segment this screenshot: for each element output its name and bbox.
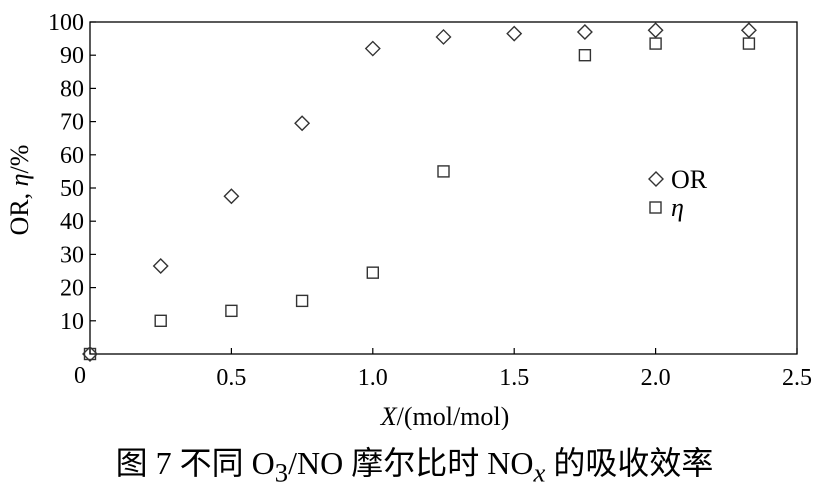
eta-data-point — [578, 49, 592, 62]
caption-subscript-3: 3 — [274, 457, 289, 488]
figure-caption: 图 7 不同 O3/NO 摩尔比时 NOx 的吸收效率 — [0, 438, 829, 488]
or-data-point — [506, 25, 523, 42]
y-tick-label: 20 — [60, 276, 84, 302]
eta-data-point — [295, 294, 309, 308]
x-tick-label: 0.5 — [216, 365, 246, 391]
x-axis-title: X/(mol/mol) — [380, 402, 510, 430]
legend: OR η — [648, 165, 708, 222]
caption-suffix: 的吸收效率 — [545, 445, 714, 481]
y-axis-title: OR, η/% — [5, 145, 34, 236]
legend-square-marker — [649, 201, 662, 214]
eta-data-point — [366, 266, 379, 279]
y-tick-label: 90 — [60, 43, 84, 69]
y-axis-title-variable: η — [5, 173, 34, 186]
eta-data-point — [154, 314, 167, 327]
y-axis-title-prefix: OR, — [5, 186, 34, 235]
x-axis-title-variable: X — [380, 402, 398, 430]
or-data-point — [223, 188, 240, 205]
or-data-point — [82, 346, 98, 362]
x-tick-label: 2.5 — [782, 365, 812, 391]
y-tick-label: 10 — [60, 309, 84, 335]
x-tick-label: 2.0 — [641, 365, 671, 391]
x-tick-label: 1.5 — [499, 365, 529, 391]
or-data-point — [152, 258, 169, 275]
eta-data-point — [437, 165, 450, 178]
caption-middle: /NO 摩尔比时 NO — [288, 445, 534, 481]
y-tick-label: 30 — [60, 242, 84, 268]
or-data-point — [294, 115, 311, 132]
eta-data-point — [83, 347, 97, 361]
y-tick-label: 60 — [60, 143, 84, 169]
y-tick-label: 80 — [60, 76, 84, 102]
legend-diamond-marker — [648, 171, 664, 187]
eta-data-point — [742, 37, 756, 50]
x-tick-label: 1.0 — [358, 365, 388, 391]
origin-tick-label: 0 — [74, 363, 86, 389]
scatter-chart: 10 20 30 40 50 60 70 80 90 100 0.5 1.0 1.5 2.0 2.5 0 X… — [5, 10, 812, 430]
caption-prefix: 图 7 不同 O — [115, 445, 275, 481]
or-data-point — [740, 22, 757, 39]
or-data-point — [364, 40, 381, 57]
or-data-point — [647, 22, 664, 39]
legend-item-or: OR — [648, 165, 708, 194]
legend-label-eta: η — [671, 193, 684, 222]
y-tick-label: 70 — [60, 110, 84, 136]
caption-subscript-x: x — [533, 457, 546, 488]
y-tick-label: 40 — [60, 209, 84, 235]
eta-data-point — [225, 304, 238, 318]
eta-data-point — [649, 37, 662, 50]
legend-label-or: OR — [671, 165, 708, 194]
y-tick-label: 100 — [48, 10, 84, 36]
or-data-point — [576, 23, 593, 40]
or-data-point — [435, 28, 452, 45]
y-tick-label: 50 — [60, 176, 84, 202]
legend-item-eta: η — [649, 193, 684, 222]
x-axis-title-unit: /(mol/mol) — [397, 402, 510, 430]
y-axis-title-suffix: /% — [5, 145, 34, 174]
